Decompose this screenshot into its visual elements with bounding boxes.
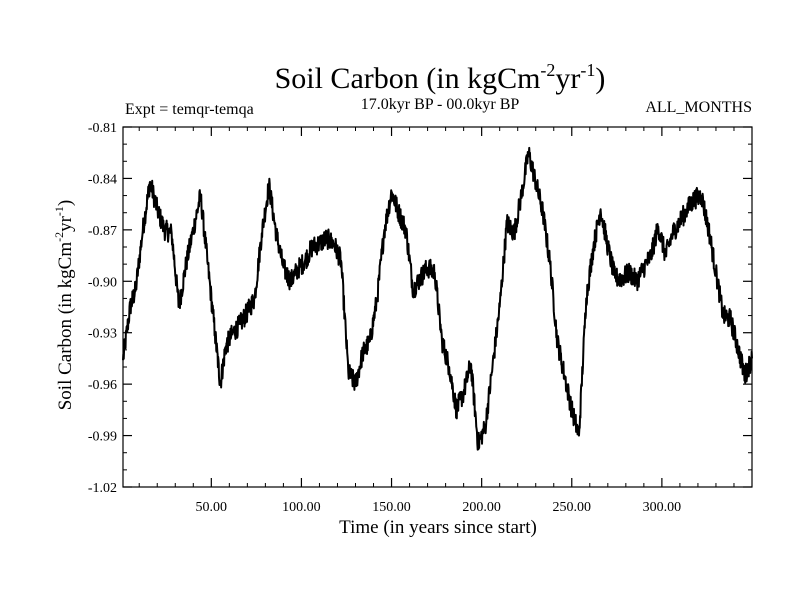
y-axis-label-mid: yr	[55, 215, 76, 232]
y-axis-ticks: -1.02 -0.99 -0.96 -0.93 -0.90 -0.87 -0.84 -0.81	[88, 121, 752, 496]
x-tick-label: 50.00	[196, 500, 228, 515]
y-axis-label-sup2: -1	[52, 206, 66, 216]
x-tick-label: 100.00	[282, 500, 321, 515]
chart-title-mid: yr	[555, 62, 580, 95]
y-tick-label: -0.81	[88, 121, 117, 136]
y-tick-label: -0.99	[88, 430, 117, 445]
y-axis-label-end: )	[55, 200, 76, 206]
x-tick-label: 250.00	[553, 500, 592, 515]
y-tick-label: -1.02	[88, 481, 117, 496]
y-axis-label-sup1: -2	[52, 232, 66, 242]
chart-title-end: )	[595, 62, 605, 95]
y-axis-label: Soil Carbon (in kgCm-2yr-1)	[52, 200, 76, 411]
subtitle-expt: Expt = temqr-temqa	[125, 101, 254, 118]
series-line-soil-carbon	[122, 146, 753, 451]
x-tick-label: 150.00	[372, 500, 411, 515]
subtitle-period: 17.0kyr BP - 00.0kyr BP	[361, 96, 520, 113]
x-tick-label: 300.00	[643, 500, 682, 515]
y-tick-label: -0.87	[88, 224, 117, 239]
y-axis-label-main: Soil Carbon (in kgCm	[55, 242, 76, 411]
chart-title: Soil Carbon (in kgCm-2yr-1)	[275, 60, 606, 95]
y-tick-label: -0.96	[88, 378, 117, 393]
chart-title-sup1: -2	[540, 60, 555, 80]
y-tick-label: -0.84	[88, 172, 117, 187]
chart-title-sup2: -1	[580, 60, 595, 80]
subtitle-months: ALL_MONTHS	[645, 99, 752, 116]
chart-title-main: Soil Carbon (in kgCm	[275, 62, 541, 95]
x-axis-label: Time (in years since start)	[339, 517, 537, 538]
x-axis-ticks: 50.00 100.00 150.00 200.00 250.00 300.00	[138, 127, 735, 515]
y-tick-label: -0.93	[88, 327, 117, 342]
x-tick-label: 200.00	[462, 500, 501, 515]
plot-frame	[122, 126, 753, 488]
y-tick-label: -0.90	[88, 275, 117, 290]
